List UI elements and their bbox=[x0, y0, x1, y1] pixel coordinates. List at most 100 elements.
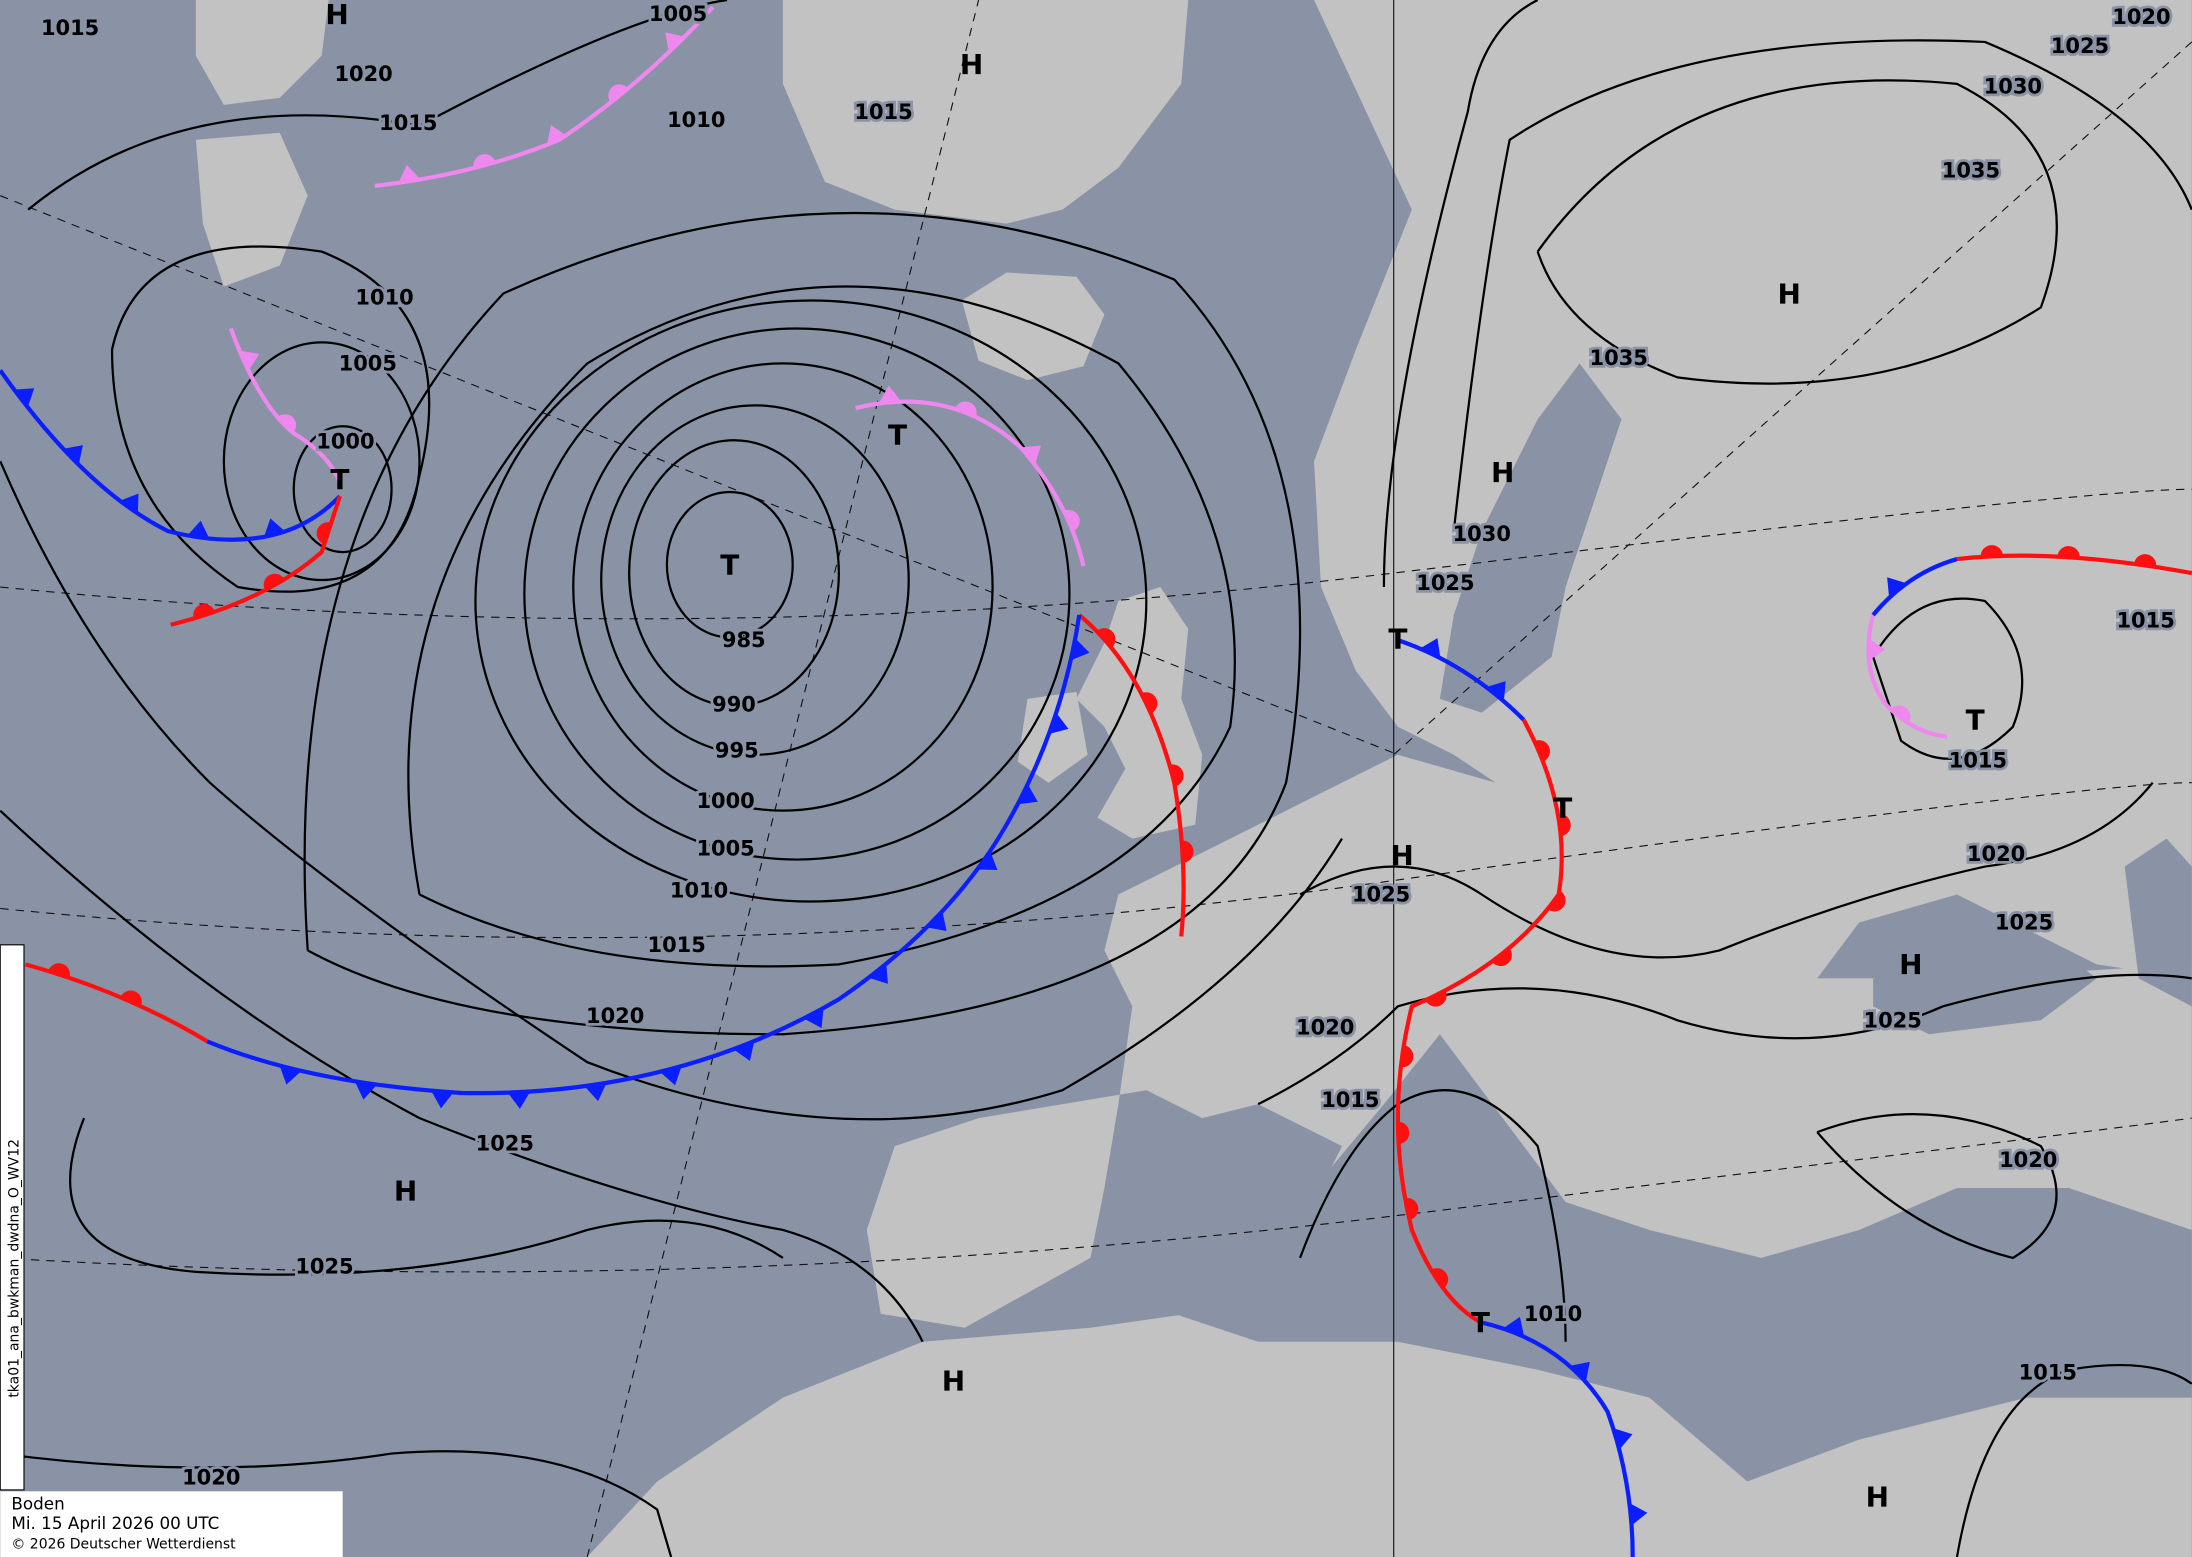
isobar-label: 1020 bbox=[1999, 1148, 2057, 1172]
front-triangle bbox=[1020, 445, 1041, 465]
front-triangle bbox=[1503, 1316, 1525, 1337]
isobar-label: 1020 bbox=[1296, 1015, 1354, 1039]
isobar-label: 995 bbox=[715, 739, 759, 763]
isobar bbox=[474, 299, 1148, 903]
front-triangle bbox=[868, 963, 888, 984]
isobar-label: 1015 bbox=[648, 933, 706, 957]
isobar-label: 1005 bbox=[649, 2, 707, 26]
front-triangle bbox=[1887, 577, 1907, 598]
isobar bbox=[665, 490, 794, 639]
cold-front-line bbox=[0, 369, 342, 542]
meridian-line bbox=[0, 195, 1399, 756]
front-semicircle bbox=[1064, 509, 1080, 532]
product-id-label: tka01_ana_bwkman_dwdna_O_WV12 bbox=[6, 1139, 22, 1398]
isobar bbox=[1299, 1089, 1567, 1342]
cold-front-line bbox=[1397, 638, 1526, 722]
isobar bbox=[628, 439, 840, 707]
front-semicircle bbox=[1430, 1268, 1449, 1289]
front-semicircle bbox=[2133, 554, 2157, 567]
front-semicircle bbox=[193, 604, 215, 619]
isobar bbox=[292, 425, 393, 554]
isobar-label: 1005 bbox=[696, 836, 754, 860]
front-triangle bbox=[279, 1065, 302, 1085]
inland-seas bbox=[1090, 363, 2192, 1482]
isobar-label: 1010 bbox=[1524, 1302, 1582, 1326]
greenland bbox=[782, 0, 1189, 224]
isobar-label: 1000 bbox=[316, 430, 374, 454]
front-semicircle bbox=[1980, 545, 2003, 557]
isobar bbox=[1536, 79, 2058, 385]
scandinavia-russia bbox=[1314, 0, 2192, 979]
isobar bbox=[407, 285, 1236, 968]
front-triangle bbox=[14, 388, 35, 408]
isobar bbox=[523, 327, 1071, 861]
isobar bbox=[222, 341, 421, 582]
high-pressure-center: H bbox=[960, 48, 983, 81]
caption-box: Boden Mi. 15 April 2026 00 UTC © 2026 De… bbox=[0, 1491, 343, 1557]
front-semicircle bbox=[48, 963, 71, 978]
cold-front bbox=[0, 369, 342, 542]
isobar-label: 1020 bbox=[586, 1004, 644, 1028]
front-triangle bbox=[1868, 638, 1886, 661]
high-pressure-center: H bbox=[1778, 277, 1801, 310]
isobar-label: 1000 bbox=[696, 789, 754, 813]
front-triangle bbox=[659, 1066, 682, 1086]
low-pressure-center: T bbox=[888, 418, 907, 451]
high-pressure-center: H bbox=[394, 1175, 417, 1208]
occlusion-front bbox=[1866, 614, 1948, 739]
isobar-label: 1010 bbox=[670, 878, 728, 902]
isobar-label: 1025 bbox=[1995, 910, 2053, 934]
low-pressure-center: T bbox=[1966, 704, 1985, 737]
occlusion-front-line bbox=[855, 399, 1086, 567]
isobar bbox=[1955, 1363, 2192, 1557]
occlusion-front bbox=[228, 327, 342, 484]
warm-front bbox=[1395, 718, 1571, 1325]
high-pressure-center: H bbox=[325, 0, 348, 31]
baltic-sea bbox=[1439, 363, 1622, 713]
isobar-label: 1015 bbox=[379, 111, 437, 135]
front-triangle bbox=[119, 493, 139, 514]
high-pressure-center: H bbox=[1491, 456, 1514, 489]
front-triangle bbox=[803, 1008, 824, 1029]
front-semicircle bbox=[263, 573, 285, 591]
fronts bbox=[0, 5, 2192, 1557]
front-triangle bbox=[1017, 784, 1038, 805]
front-semicircle bbox=[608, 84, 629, 103]
warm-front bbox=[1956, 545, 2192, 576]
high-pressure-center: H bbox=[1866, 1481, 1889, 1514]
front-triangle bbox=[63, 445, 83, 465]
front-triangle bbox=[733, 1041, 755, 1061]
front-semicircle bbox=[1534, 740, 1551, 762]
front-semicircle bbox=[1425, 990, 1447, 1007]
front-semicircle bbox=[1400, 1045, 1414, 1068]
isobar bbox=[572, 362, 994, 812]
front-triangle bbox=[1420, 638, 1441, 659]
front-triangle bbox=[1629, 1503, 1648, 1526]
warm-front bbox=[24, 962, 209, 1044]
front-triangle bbox=[431, 1090, 454, 1109]
isobar bbox=[110, 245, 431, 593]
front-triangle bbox=[1048, 712, 1069, 734]
front-semicircle bbox=[1558, 813, 1571, 837]
mediterranean-sea bbox=[1090, 1034, 2192, 1482]
isobar-label: 1015 bbox=[1321, 1088, 1379, 1112]
warm-front-line bbox=[24, 962, 209, 1044]
isobar-label: 1020 bbox=[182, 1465, 240, 1489]
high-pressure-center: H bbox=[1899, 948, 1922, 981]
low-pressure-center: T bbox=[1388, 623, 1407, 656]
front-triangle bbox=[1613, 1428, 1633, 1450]
front-semicircle bbox=[1141, 692, 1158, 714]
isobar bbox=[1871, 597, 2024, 760]
front-triangle bbox=[354, 1081, 377, 1100]
warm-front-line bbox=[1956, 553, 2192, 576]
black-sea bbox=[1873, 922, 2097, 1035]
isobar-labels: 1015 1020 1015 1005 1010 1015 1010 1005 1000 985 9… bbox=[38, 0, 2177, 1492]
warm-front-line bbox=[1395, 718, 1564, 1325]
side-label-background bbox=[0, 944, 25, 1491]
front-semicircle bbox=[277, 414, 297, 434]
caption-background bbox=[0, 1491, 343, 1557]
front-semicircle bbox=[1181, 840, 1194, 863]
